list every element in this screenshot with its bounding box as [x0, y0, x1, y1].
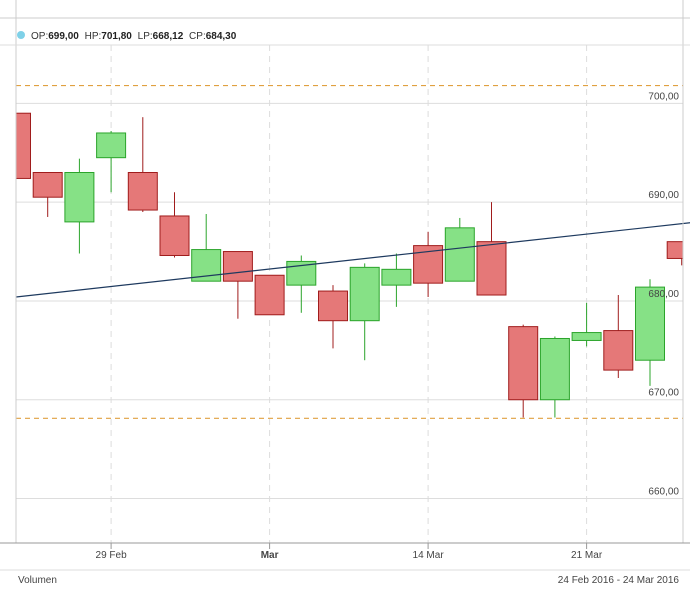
candle-body: [571, 332, 602, 341]
candle-body: [318, 290, 348, 322]
candle-down: [15, 85, 31, 183]
candle-down: [318, 285, 348, 349]
high-value: 701,80: [101, 31, 132, 42]
candle-body: [96, 132, 127, 159]
candle-body: [64, 172, 95, 223]
candle-up: [539, 336, 570, 418]
high-label: HP:: [85, 31, 102, 42]
y-tick-label: 700,00: [648, 91, 679, 102]
candle-body: [476, 241, 507, 296]
candle-up: [64, 158, 95, 254]
candle-down: [603, 295, 634, 379]
y-tick-label: 660,00: [648, 487, 679, 498]
candle-body: [254, 274, 285, 316]
x-tick-label: 14 Mar: [413, 550, 445, 561]
candle-down: [476, 202, 507, 296]
ohlc-readout: OP:699,00 HP:701,80 LP:668,12 CP:684,30: [31, 31, 237, 42]
candle-up: [96, 131, 127, 193]
y-tick-label: 680,00: [648, 289, 679, 300]
candles: [15, 85, 684, 418]
candle-body: [159, 215, 190, 256]
y-tick-label: 670,00: [648, 388, 679, 399]
x-tick-label: 29 Feb: [96, 550, 128, 561]
candle-body: [508, 326, 539, 401]
candle-down: [32, 172, 63, 217]
candle-body: [539, 337, 570, 401]
axes: 660,00 670,00 680,00 690,00 700,00 29 Feb Mar 1…: [0, 0, 690, 571]
open-value: 699,00: [48, 31, 79, 42]
candle-body: [444, 227, 475, 282]
candle-body: [666, 241, 684, 259]
close-label: CP:: [189, 31, 206, 42]
y-tick-label: 690,00: [648, 190, 679, 201]
candle-down: [254, 274, 285, 316]
candle-up: [444, 217, 475, 282]
low-value: 668,12: [153, 31, 184, 42]
candle-body: [222, 251, 253, 282]
candle-body: [127, 172, 158, 211]
open-label: OP:: [31, 31, 48, 42]
candle-body: [32, 172, 63, 198]
candle-up: [191, 213, 222, 282]
grid: [16, 45, 683, 543]
candle-body: [603, 330, 634, 371]
candle-down: [159, 192, 190, 258]
candle-body: [15, 112, 31, 179]
candle-down: [508, 324, 539, 418]
candle-up: [571, 302, 602, 347]
candle-body: [635, 286, 665, 361]
low-label: LP:: [138, 31, 153, 42]
candle-down: [222, 251, 253, 319]
candle-up: [381, 253, 412, 307]
trend-line-group: [15, 222, 690, 298]
candle-up: [635, 279, 665, 386]
legend-dot-icon: [17, 31, 25, 39]
candle-down: [127, 117, 158, 213]
candle-body: [349, 266, 380, 322]
volume-label: Volumen: [18, 575, 57, 586]
candle-down: [413, 231, 444, 297]
reference-lines: [16, 84, 683, 419]
x-tick-label: Mar: [261, 550, 279, 561]
candle-down: [666, 241, 684, 266]
x-tick-label: 21 Mar: [571, 550, 603, 561]
close-value: 684,30: [206, 31, 237, 42]
trend-line: [15, 222, 690, 298]
candle-up: [349, 263, 380, 361]
date-range-label: 24 Feb 2016 - 24 Mar 2016: [558, 575, 680, 586]
candle-body: [381, 268, 412, 286]
candle-body: [286, 260, 317, 286]
